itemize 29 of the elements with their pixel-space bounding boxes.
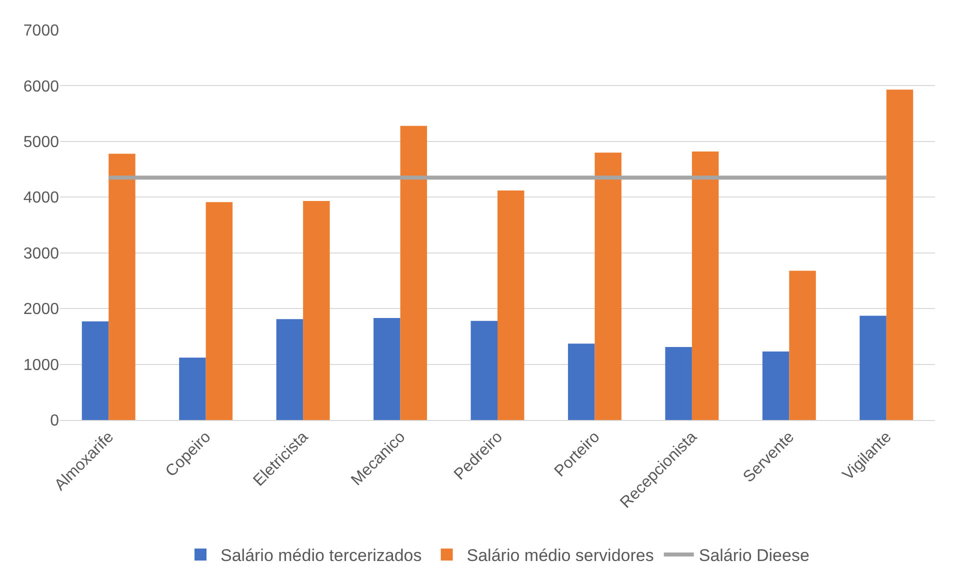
bar (692, 151, 719, 420)
bar (400, 126, 428, 420)
bar (303, 201, 330, 420)
bar (789, 270, 816, 420)
bar (374, 318, 400, 420)
bar (470, 320, 498, 420)
bar (498, 190, 524, 420)
y-tick-label: 2000 (23, 301, 60, 318)
bar (594, 152, 622, 420)
y-tick-label: 4000 (23, 190, 60, 207)
bar (886, 90, 914, 420)
y-tick-label: 5000 (23, 134, 60, 152)
bar (568, 344, 595, 420)
y-tick-label: 1000 (23, 356, 60, 374)
y-tick-label: 3000 (23, 245, 60, 262)
bar (276, 319, 304, 420)
legend-label: Salário Dieese (698, 546, 810, 566)
y-tick-label: 0 (50, 412, 60, 430)
y-tick-label: 7000 (23, 22, 60, 40)
legend-label: Salário médio tercerizados (220, 546, 422, 566)
bar (206, 202, 233, 420)
bar (665, 347, 692, 420)
y-tick-label: 6000 (23, 78, 60, 96)
bar (108, 154, 136, 420)
bar (82, 321, 109, 420)
bar (762, 351, 790, 420)
legend-label: Salário médio servidores (466, 546, 654, 566)
bar (179, 358, 206, 420)
bar (860, 316, 886, 420)
